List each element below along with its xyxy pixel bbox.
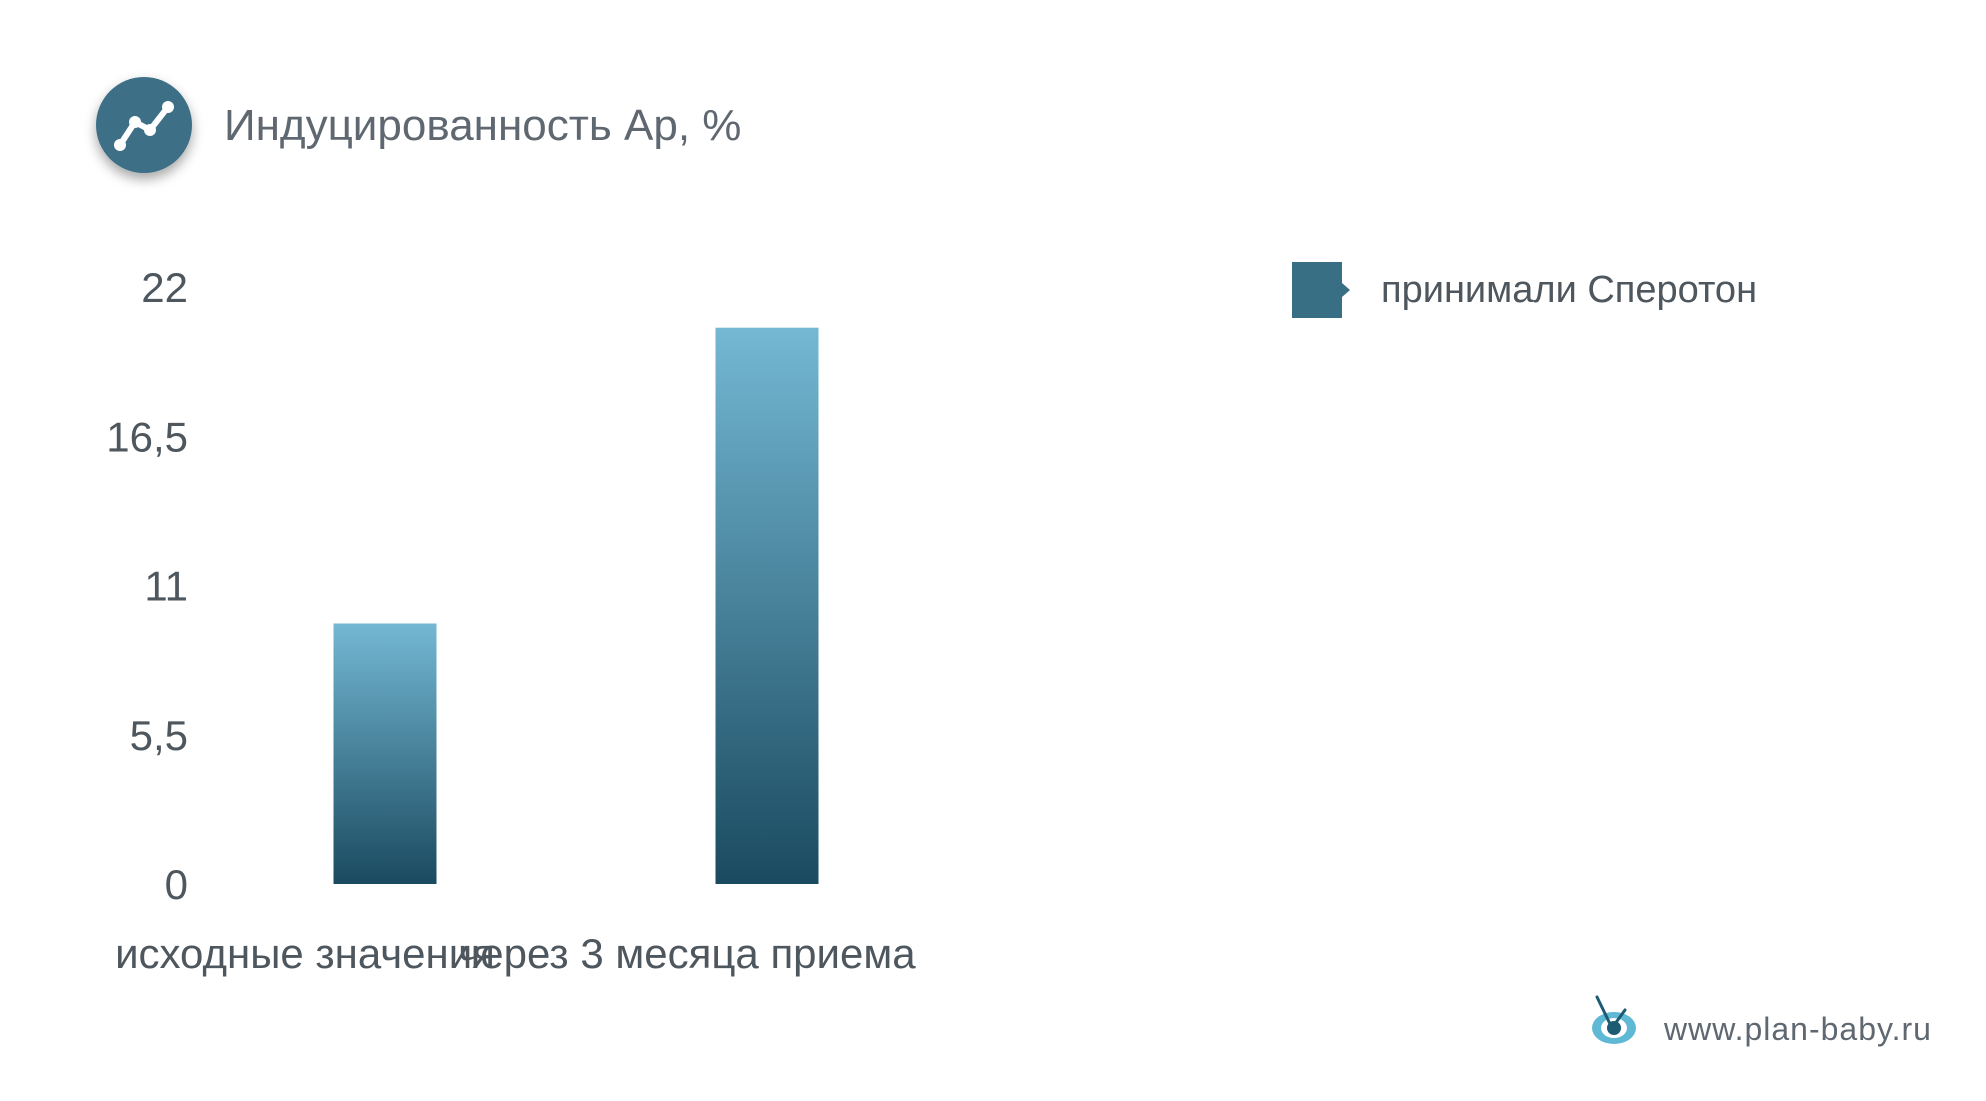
legend: принимали Сперотон	[1292, 262, 1757, 318]
y-tick-label: 0	[165, 861, 188, 908]
legend-arrow-icon	[1342, 283, 1350, 297]
x-category-label: через 3 месяца приема	[458, 930, 916, 977]
y-tick-label: 22	[141, 264, 188, 311]
y-tick-label: 5,5	[130, 712, 188, 759]
eye-logo-icon	[1592, 995, 1636, 1044]
trend-line-icon	[96, 77, 192, 173]
x-category-label: исходные значения	[115, 930, 495, 977]
legend-swatch	[1292, 262, 1342, 318]
bar	[333, 623, 437, 884]
y-tick-label: 16,5	[106, 413, 188, 460]
y-axis-ticks: 0 5,5 11 16,5 22	[106, 264, 188, 908]
page-title: Индуцированность Ар, %	[224, 101, 741, 150]
bars	[333, 327, 819, 884]
y-tick-label: 11	[144, 563, 188, 610]
site-link[interactable]: www.plan-baby.ru	[1663, 1011, 1932, 1047]
bar	[715, 327, 819, 884]
footer: www.plan-baby.ru	[1592, 995, 1932, 1047]
legend-label: принимали Сперотон	[1381, 269, 1757, 311]
